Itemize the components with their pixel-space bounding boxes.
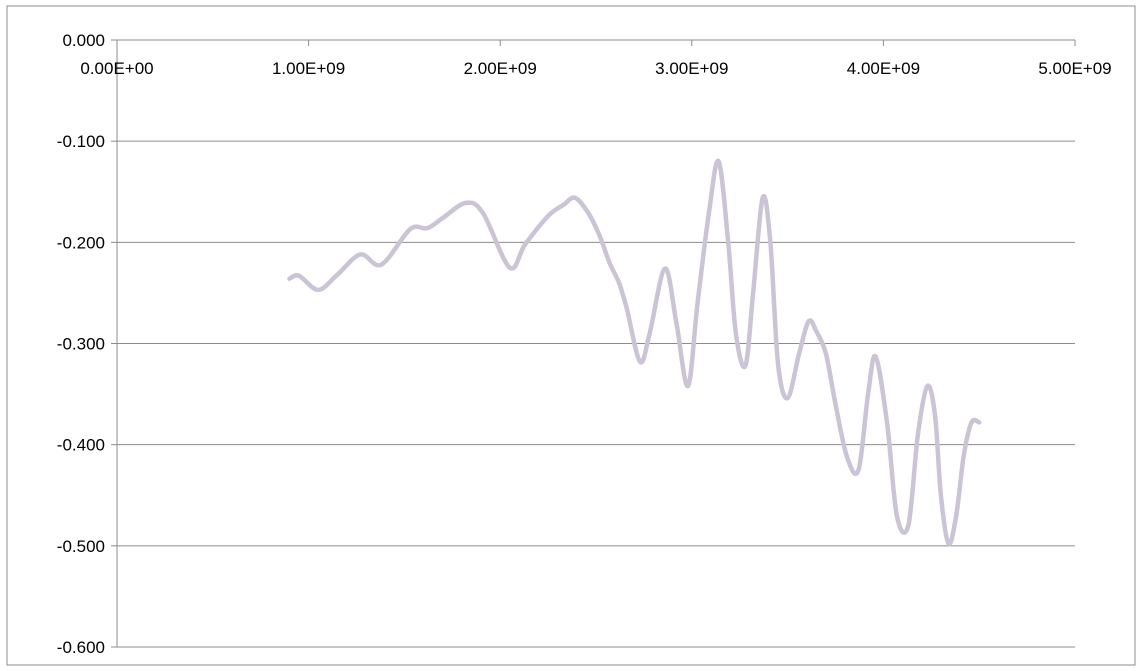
x-tick-label-3: 3.00E+09 [655, 59, 728, 78]
y-tick-label-3: -0.300 [57, 335, 105, 354]
x-tick-label-5: 5.00E+09 [1038, 59, 1111, 78]
series-line-0 [287, 158, 982, 547]
x-tick-label-0: 0.00E+00 [80, 59, 153, 78]
y-tick-label-1: -0.100 [57, 132, 105, 151]
chart-border [6, 5, 1136, 666]
x-tick-labels: 0.00E+00 1.00E+09 2.00E+09 3.00E+09 4.00E+09… [80, 59, 1111, 78]
y-tick-label-4: -0.400 [57, 436, 105, 455]
x-tick-label-4: 4.00E+09 [847, 59, 920, 78]
y-tick-label-0: 0.000 [62, 31, 105, 50]
gridlines [117, 140, 1075, 648]
series-group [287, 158, 982, 547]
x-tick-label-1: 1.00E+09 [272, 59, 345, 78]
axes [111, 39, 1076, 648]
y-tick-label-2: -0.200 [57, 233, 105, 252]
y-tick-label-6: -0.600 [57, 638, 105, 657]
x-tick-label-2: 2.00E+09 [464, 59, 537, 78]
y-tick-labels: 0.000 -0.100 -0.200 -0.300 -0.400 -0.500 -0.60… [57, 31, 105, 657]
y-tick-label-5: -0.500 [57, 537, 105, 556]
